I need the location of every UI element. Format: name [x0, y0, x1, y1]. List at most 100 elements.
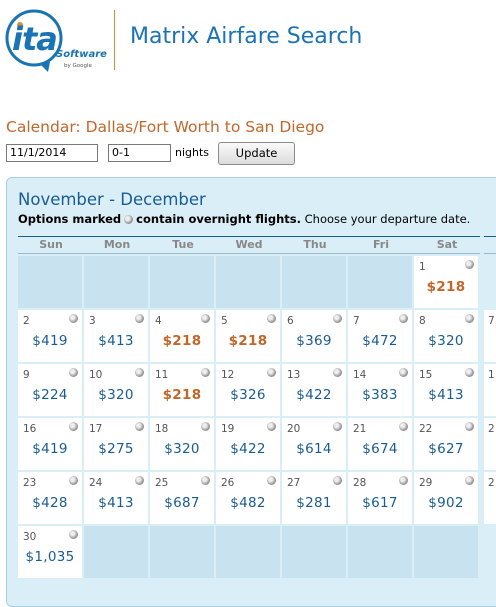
day-number: 20	[287, 423, 301, 435]
day-number: 30	[23, 531, 37, 543]
day-price[interactable]: $320	[428, 333, 464, 349]
next-month-day[interactable]: 7	[484, 310, 496, 362]
day-price[interactable]: $413	[98, 333, 134, 349]
calendar-day-9[interactable]: 9 $224	[18, 364, 82, 416]
day-number: 11	[155, 369, 169, 381]
calendar-day-17[interactable]: 17 $275	[84, 418, 148, 470]
calendar-day-11[interactable]: 11 $218	[150, 364, 214, 416]
day-price[interactable]: $627	[428, 441, 464, 457]
day-price[interactable]: $674	[362, 441, 398, 457]
overnight-icon	[201, 368, 210, 377]
note-bold-2: contain overnight flights.	[136, 212, 301, 226]
calendar-day-12[interactable]: 12 $326	[216, 364, 280, 416]
calendar-day-28[interactable]: 28 $617	[348, 472, 412, 524]
day-price[interactable]: $218	[228, 333, 268, 349]
day-number: 23	[23, 477, 37, 489]
weekday-sat: Sat	[436, 238, 458, 251]
calendar-day-5[interactable]: 5 $218	[216, 310, 280, 362]
calendar-day-10[interactable]: 10 $320	[84, 364, 148, 416]
calendar-empty-day	[84, 256, 148, 308]
calendar-day-13[interactable]: 13 $422	[282, 364, 346, 416]
calendar-day-1[interactable]: 1 $218	[414, 256, 478, 308]
day-number: 26	[221, 477, 235, 489]
day-price[interactable]: $617	[362, 495, 398, 511]
calendar-day-2[interactable]: 2 $419	[18, 310, 82, 362]
day-price[interactable]: $369	[296, 333, 332, 349]
calendar-empty-day	[282, 526, 346, 578]
calendar-day-3[interactable]: 3 $413	[84, 310, 148, 362]
calendar-day-21[interactable]: 21 $674	[348, 418, 412, 470]
weekday-wed: Wed	[235, 238, 263, 251]
day-price[interactable]: $320	[98, 387, 134, 403]
day-number: 17	[89, 423, 103, 435]
next-month-day[interactable]: 1	[484, 364, 496, 416]
day-price[interactable]: $218	[162, 387, 202, 403]
header-divider	[114, 10, 115, 70]
day-price[interactable]: $320	[164, 441, 200, 457]
calendar-day-18[interactable]: 18 $320	[150, 418, 214, 470]
calendar-day-29[interactable]: 29 $902	[414, 472, 478, 524]
calendar-day-25[interactable]: 25 $687	[150, 472, 214, 524]
calendar-day-14[interactable]: 14 $383	[348, 364, 412, 416]
day-number: 3	[89, 315, 96, 327]
calendar-day-26[interactable]: 26 $482	[216, 472, 280, 524]
overnight-icon	[267, 368, 276, 377]
update-button[interactable]: Update	[218, 142, 295, 165]
note-bold-1: Options marked	[18, 212, 122, 226]
calendar-empty-day	[18, 256, 82, 308]
day-price[interactable]: $422	[296, 387, 332, 403]
day-price[interactable]: $224	[32, 387, 68, 403]
day-number: 6	[287, 315, 294, 327]
calendar-day-6[interactable]: 6 $369	[282, 310, 346, 362]
calendar-day-24[interactable]: 24 $413	[84, 472, 148, 524]
day-price[interactable]: $614	[296, 441, 332, 457]
day-number: 18	[155, 423, 169, 435]
day-price[interactable]: $419	[32, 333, 68, 349]
day-price[interactable]: $1,035	[25, 549, 75, 565]
calendar-day-30[interactable]: 30 $1,035	[18, 526, 82, 578]
calendar-day-7[interactable]: 7 $472	[348, 310, 412, 362]
calendar-day-8[interactable]: 8 $320	[414, 310, 478, 362]
overnight-icon	[201, 314, 210, 323]
calendar-day-15[interactable]: 15 $413	[414, 364, 478, 416]
weekday-mon: Mon	[103, 238, 131, 251]
header: ita Software by Google Matrix Airfare Se…	[0, 0, 496, 80]
day-price[interactable]: $275	[98, 441, 134, 457]
calendar-day-27[interactable]: 27 $281	[282, 472, 346, 524]
day-price[interactable]: $326	[230, 387, 266, 403]
day-price[interactable]: $419	[32, 441, 68, 457]
calendar-day-19[interactable]: 19 $422	[216, 418, 280, 470]
overnight-icon	[399, 476, 408, 485]
day-price[interactable]: $281	[296, 495, 332, 511]
day-price[interactable]: $413	[98, 495, 134, 511]
calendar-day-22[interactable]: 22 $627	[414, 418, 478, 470]
overnight-icon	[124, 215, 134, 224]
calendar-day-23[interactable]: 23 $428	[18, 472, 82, 524]
day-price[interactable]: $687	[164, 495, 200, 511]
day-price[interactable]: $383	[362, 387, 398, 403]
next-month-day[interactable]: 2	[484, 418, 496, 470]
day-price[interactable]: $218	[426, 279, 466, 295]
day-price[interactable]: $902	[428, 495, 464, 511]
ita-software-logo[interactable]: ita Software by Google	[4, 6, 107, 76]
day-price[interactable]: $422	[230, 441, 266, 457]
overnight-icon	[465, 476, 474, 485]
day-price[interactable]: $482	[230, 495, 266, 511]
day-number: 8	[419, 315, 426, 327]
overnight-icon	[399, 422, 408, 431]
day-price[interactable]: $218	[162, 333, 202, 349]
calendar-day-16[interactable]: 16 $419	[18, 418, 82, 470]
day-price[interactable]: $413	[428, 387, 464, 403]
nights-input[interactable]: 0-1	[108, 144, 171, 162]
overnight-icon	[333, 476, 342, 485]
next-month-day[interactable]: 2	[484, 472, 496, 524]
day-number: 4	[155, 315, 162, 327]
calendar-day-20[interactable]: 20 $614	[282, 418, 346, 470]
overnight-icon	[69, 314, 78, 323]
calendar-day-4[interactable]: 4 $218	[150, 310, 214, 362]
day-price[interactable]: $428	[32, 495, 68, 511]
departure-date-input[interactable]: 11/1/2014	[6, 144, 98, 162]
overnight-icon	[465, 260, 474, 269]
logo-wordmark: ita	[12, 20, 58, 58]
day-price[interactable]: $472	[362, 333, 398, 349]
